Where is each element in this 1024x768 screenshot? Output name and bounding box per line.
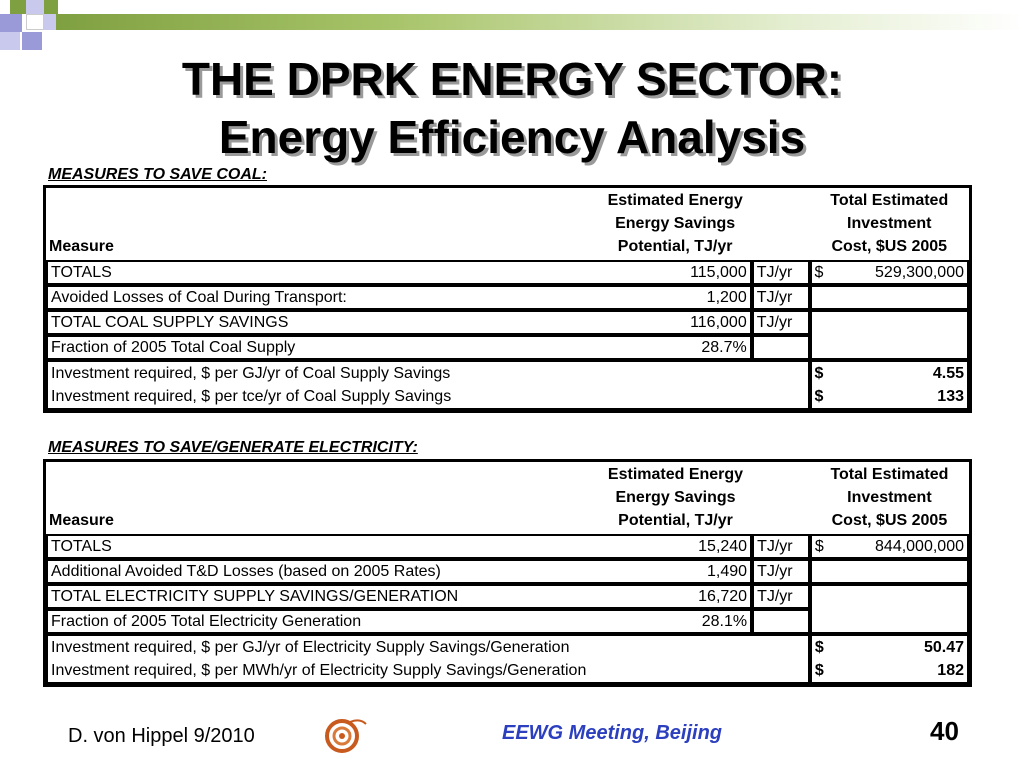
table-row: TOTAL COAL SUPPLY SAVINGS 116,000 TJ/yr	[46, 310, 969, 360]
table-row: TOTALS 115,000 TJ/yr $529,300,000	[46, 260, 969, 285]
page-number: 40	[930, 716, 959, 746]
cost-header: Total Estimated Investment Cost, $US 200…	[830, 466, 949, 529]
table-row: TOTAL ELECTRICITY SUPPLY SAVINGS/GENERAT…	[46, 584, 969, 634]
savings-header: Estimated Energy Energy Savings Potentia…	[607, 466, 744, 529]
table-row: Avoided Losses of Coal During Transport:…	[46, 285, 969, 310]
table-row: Fraction of 2005 Total Coal Supply 28.7%	[46, 335, 969, 360]
table-header: Measure Estimated Energy Energy Savings …	[46, 188, 969, 260]
measure-header: Measure Estimated Energy Energy Savings …	[46, 462, 752, 534]
investment-row: Investment required, $ per GJ/yr of Coal…	[46, 360, 969, 385]
savings-header: Estimated Energy Energy Savings Potentia…	[607, 192, 743, 255]
footer-meeting: EEWG Meeting, Beijing	[502, 722, 723, 744]
measure-header: Measure Estimated Energy Energy Savings …	[46, 188, 752, 260]
coal-table: Measure Estimated Energy Energy Savings …	[43, 185, 972, 413]
footer-author: D. von Hippel 9/2010	[68, 725, 255, 747]
coal-section-heading: MEASURES TO SAVE COAL:	[48, 166, 267, 183]
page-title: THE DPRK ENERGY SECTOR:	[181, 53, 843, 105]
investment-row: Investment required, $ per MWh/yr of Ele…	[46, 659, 969, 684]
title-rule	[56, 14, 1024, 30]
electricity-table: Measure Estimated Energy Energy Savings …	[43, 459, 972, 687]
investment-row: Investment required, $ per tce/yr of Coa…	[46, 385, 969, 410]
investment-row: Investment required, $ per GJ/yr of Elec…	[46, 634, 969, 659]
cost-header: Total Estimated Investment Cost, $US 200…	[830, 192, 949, 255]
electricity-section-heading: MEASURES TO SAVE/GENERATE ELECTRICITY:	[48, 439, 418, 456]
table-row: TOTALS 15,240 TJ/yr $844,000,000	[46, 534, 969, 559]
table-row: Additional Avoided T&D Losses (based on …	[46, 559, 969, 584]
table-row: Fraction of 2005 Total Electricity Gener…	[46, 609, 969, 634]
table-header: Measure Estimated Energy Energy Savings …	[46, 462, 969, 534]
spiral-logo-icon	[325, 719, 367, 753]
page-subtitle: Energy Efficiency Analysis	[218, 111, 806, 163]
